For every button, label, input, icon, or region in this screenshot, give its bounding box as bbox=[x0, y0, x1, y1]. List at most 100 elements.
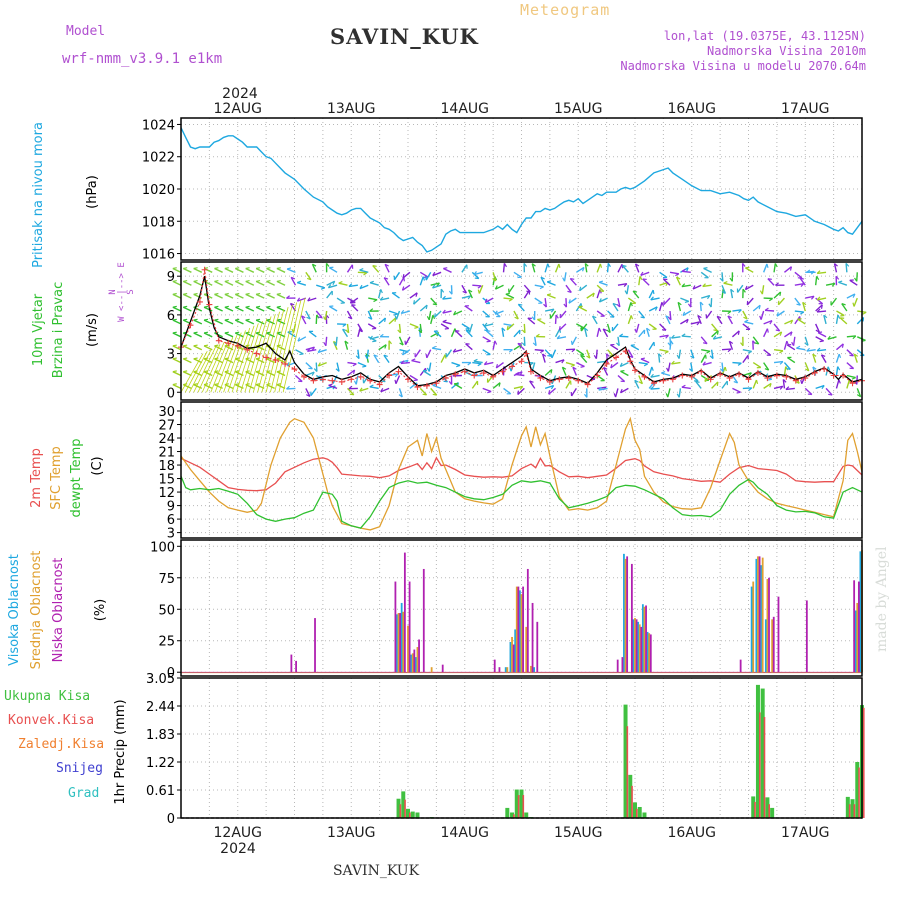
wind-arrow bbox=[478, 284, 484, 294]
wind-arrow-head bbox=[652, 289, 655, 295]
wind-arrow bbox=[856, 388, 862, 398]
wind-arrow-head bbox=[301, 315, 306, 319]
wind-arrow bbox=[555, 359, 565, 364]
wind-arrow bbox=[357, 323, 364, 332]
low-cloud-bar bbox=[408, 581, 411, 673]
wind-arrow bbox=[752, 336, 760, 345]
wind-arrow-head bbox=[677, 301, 682, 306]
low-cloud-bar bbox=[645, 605, 647, 673]
gust-marker bbox=[442, 375, 449, 382]
year-bottom: 2024 bbox=[220, 841, 256, 857]
wind-arrow-head bbox=[837, 366, 841, 371]
wind-arrow bbox=[442, 310, 452, 314]
sfc-temp-line bbox=[180, 416, 863, 531]
total-rain-bar bbox=[406, 808, 410, 818]
wind-arrow bbox=[224, 267, 234, 273]
wind-arrow bbox=[395, 310, 401, 320]
wind-arrow-head bbox=[245, 331, 250, 334]
wind-arrow bbox=[388, 317, 397, 325]
wind-arrow-head bbox=[640, 357, 645, 360]
wind-arrow-head bbox=[748, 387, 753, 391]
wind-arrow bbox=[617, 264, 623, 273]
wind-arrow bbox=[599, 297, 608, 303]
wind-arrow-head bbox=[640, 271, 644, 276]
wind-fan-line bbox=[201, 341, 225, 393]
wind-arrow bbox=[736, 284, 744, 293]
wind-arrow bbox=[744, 321, 754, 325]
wind-arrow-head bbox=[775, 282, 780, 286]
wind-arrow-head bbox=[290, 276, 296, 280]
gust-marker bbox=[537, 375, 544, 382]
wind-arrow bbox=[317, 349, 327, 354]
mid-cloud-bar bbox=[766, 579, 769, 673]
wind-arrow bbox=[815, 336, 824, 342]
wind-arrow bbox=[710, 349, 714, 359]
wind-arrow-head bbox=[699, 301, 704, 306]
wind-arrow-head bbox=[368, 316, 373, 320]
wind-arrow bbox=[669, 310, 672, 321]
gust-marker bbox=[329, 377, 336, 384]
wind-arrow-head bbox=[766, 328, 769, 333]
wind-arrow bbox=[727, 315, 734, 325]
wind-arrow-head bbox=[401, 286, 405, 291]
low-cloud-bar bbox=[649, 634, 652, 673]
wind-arrow-head bbox=[550, 353, 553, 359]
wind-arrow-head bbox=[681, 384, 686, 388]
gust-marker bbox=[641, 373, 648, 380]
wind-arrow bbox=[366, 349, 369, 359]
wind-arrow-head bbox=[721, 290, 726, 295]
wind-arrow-head bbox=[817, 331, 823, 334]
wind-arrow bbox=[523, 284, 531, 293]
gust-marker bbox=[244, 346, 251, 353]
wind-arrow-head bbox=[558, 326, 561, 331]
wind-arrow-head bbox=[686, 267, 689, 272]
wind-arrow bbox=[224, 332, 234, 338]
wind-arrow bbox=[193, 332, 203, 338]
wind-arrow bbox=[597, 360, 607, 364]
app-title: Meteogram bbox=[520, 1, 610, 19]
wind-arrow bbox=[815, 323, 820, 333]
wind-arrow bbox=[705, 310, 713, 319]
wind-arrow-head bbox=[799, 277, 804, 280]
wind-arrow bbox=[572, 366, 578, 376]
y-tick-label: 1022 bbox=[142, 151, 175, 166]
pressure-unit: (hPa) bbox=[85, 175, 100, 209]
mid-cloud-bar bbox=[397, 613, 400, 673]
gust-marker bbox=[565, 375, 572, 382]
wind-arrow-head bbox=[349, 299, 353, 304]
precip-unit: 1hr Precip (mm) bbox=[113, 699, 128, 804]
wind-arrow bbox=[839, 317, 848, 325]
y-tick-label: 15 bbox=[158, 473, 175, 488]
wind-arrow-head bbox=[333, 342, 337, 347]
wind-arrow-head bbox=[613, 393, 617, 398]
wind-arrow bbox=[409, 374, 418, 381]
wind-arrow bbox=[784, 331, 793, 338]
wind-arrow-head bbox=[351, 304, 356, 306]
wind-arrow bbox=[815, 304, 823, 312]
wind-arrow bbox=[597, 386, 607, 390]
y-tick-label: 3 bbox=[167, 348, 175, 363]
wind-arrow bbox=[513, 385, 523, 390]
wind-fan-line bbox=[235, 323, 259, 393]
wind-arrow-head bbox=[358, 329, 363, 333]
wind-arrow bbox=[402, 271, 411, 279]
wind-arrow bbox=[702, 284, 712, 288]
wind-arrow-head bbox=[521, 342, 526, 347]
wind-arrow bbox=[640, 358, 650, 364]
high-cloud-bar bbox=[400, 602, 403, 673]
wind-arrow-head bbox=[548, 390, 551, 395]
wind-arrow-head bbox=[426, 367, 430, 372]
mid-cloud-bar bbox=[506, 667, 509, 673]
wind-arrow-head bbox=[235, 331, 240, 334]
high-cloud-bar bbox=[410, 654, 413, 673]
wind-arrow bbox=[853, 353, 858, 363]
wind-arrow bbox=[792, 336, 796, 346]
wind-arrow-head bbox=[276, 267, 281, 270]
wind-arrow bbox=[346, 310, 353, 320]
cloud-title-mid: Srednja Oblacnost bbox=[29, 551, 44, 670]
wind-arrow bbox=[501, 327, 505, 337]
wind-arrow bbox=[721, 348, 732, 351]
wind-arrow-head bbox=[837, 314, 841, 319]
gust-marker bbox=[546, 378, 553, 385]
wind-arrow-head bbox=[561, 359, 565, 364]
